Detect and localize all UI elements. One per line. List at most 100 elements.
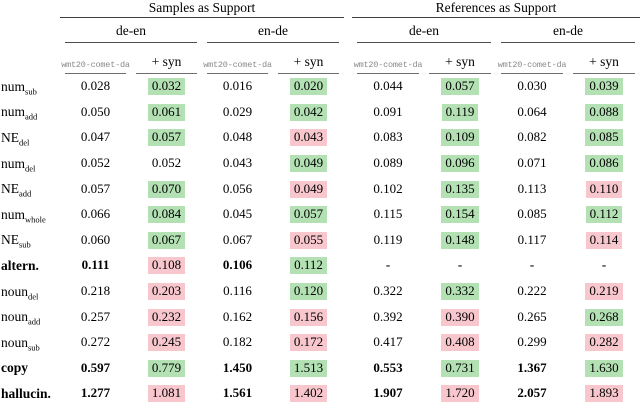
lang-header-label: de-en [116, 23, 146, 38]
lang-header-label: de-en [409, 23, 439, 38]
row-label: hallucin. [0, 381, 60, 407]
value-text: 0.392 [373, 308, 403, 324]
lang-header-references-de-en: de-en [352, 18, 496, 43]
value-text: 0.119 [373, 231, 403, 247]
value-text: 0.091 [373, 103, 403, 119]
group-gap [344, 151, 352, 177]
table-row: NEsub 0.060 0.067 0.067 0.055 0.119 0.148 0.117… [0, 228, 640, 254]
value-text: 1.081 [147, 385, 186, 403]
value-text: 0.066 [80, 206, 111, 222]
table-row: numsub 0.028 0.032 0.016 0.020 0.044 0.057 0.03… [0, 74, 640, 100]
value-text: 0.039 [585, 78, 623, 96]
value-text: 0.060 [80, 231, 111, 247]
value-cell: 0.106 [202, 253, 273, 279]
value-cell: 0.067 [131, 228, 202, 254]
value-text: 0.045 [222, 206, 253, 222]
group-header-row: Samples as Support References as Support [0, 0, 640, 18]
value-cell: 0.089 [352, 151, 424, 177]
value-cell: 0.056 [202, 176, 273, 202]
value-cell: 0.417 [352, 330, 424, 356]
value-cell: 0.061 [131, 100, 202, 126]
value-cell: 0.066 [60, 202, 131, 228]
row-label-text: copy [1, 360, 28, 376]
value-cell: - [424, 253, 496, 279]
value-text: 0.049 [289, 155, 328, 173]
syn-column-header: + syn [424, 43, 496, 74]
group-gap [344, 304, 352, 330]
value-cell: 0.060 [60, 228, 131, 254]
value-cell: 1.513 [273, 356, 344, 382]
value-cell: 0.120 [273, 279, 344, 305]
metric-column-header: wmt20-comet-da [496, 43, 568, 74]
value-text: 1.561 [222, 385, 253, 401]
value-cell: 0.232 [131, 304, 202, 330]
value-cell: 0.083 [352, 125, 424, 151]
value-text: 0.731 [441, 359, 479, 377]
value-cell: 0.039 [568, 74, 640, 100]
value-cell: 0.111 [60, 253, 131, 279]
value-text: 1.720 [441, 385, 479, 403]
value-cell: 0.408 [424, 330, 496, 356]
language-header-row: de-en en-de de-en en-de [0, 18, 640, 43]
row-label-subscript: sub [28, 342, 40, 353]
value-text: 1.450 [222, 359, 253, 375]
value-text: 0.044 [373, 78, 403, 94]
value-text: 0.120 [289, 283, 328, 301]
value-cell: 0.029 [202, 100, 273, 126]
row-label: NEadd [0, 176, 60, 202]
value-cell: 0.049 [273, 151, 344, 177]
value-text: 0.154 [441, 206, 479, 224]
value-text: 0.112 [290, 257, 327, 275]
group-header-label: Samples as Support [148, 0, 256, 15]
value-text: 0.111 [81, 257, 110, 273]
value-text: 0.115 [373, 206, 403, 222]
syn-label: + syn [293, 54, 324, 69]
value-cell: 0.182 [202, 330, 273, 356]
corner-spacer [0, 0, 60, 18]
value-cell: 0.257 [60, 304, 131, 330]
value-text: 0.057 [147, 129, 186, 147]
value-cell: 0.085 [568, 125, 640, 151]
row-label-subscript: del [19, 137, 30, 148]
metric-column-header: wmt20-comet-da [60, 43, 131, 74]
value-cell: 0.322 [352, 279, 424, 305]
value-cell: - [496, 253, 568, 279]
value-text: 0.071 [517, 155, 547, 171]
value-cell: 0.114 [568, 228, 640, 254]
value-text: 0.116 [223, 283, 252, 299]
value-text: 0.162 [222, 308, 253, 324]
value-cell: 0.219 [568, 279, 640, 305]
group-header-label: References as Support [435, 0, 557, 15]
row-label-text: noun [1, 283, 28, 299]
value-cell: 0.016 [202, 74, 273, 100]
table-row: copy 0.597 0.779 1.450 1.513 0.553 0.731 1.367 1… [0, 356, 640, 382]
table-row: hallucin. 1.277 1.081 1.561 1.402 1.907 1.720 2… [0, 381, 640, 407]
value-cell: 1.907 [352, 381, 424, 407]
value-cell: 0.043 [202, 151, 273, 177]
value-text: 0.265 [517, 308, 547, 324]
value-cell: 0.050 [60, 100, 131, 126]
value-cell: 0.113 [496, 176, 568, 202]
value-cell: 0.091 [352, 100, 424, 126]
group-gap [344, 202, 352, 228]
group-gap [344, 43, 352, 74]
syn-column-header: + syn [273, 43, 344, 74]
metric-label: wmt20-comet-da [497, 60, 567, 70]
value-cell: 0.096 [424, 151, 496, 177]
metric-label: wmt20-comet-da [61, 60, 130, 70]
value-cell: 0.135 [424, 176, 496, 202]
value-text: 0.135 [441, 180, 479, 198]
value-cell: 1.893 [568, 381, 640, 407]
value-cell: 1.720 [424, 381, 496, 407]
value-cell: 0.154 [424, 202, 496, 228]
row-label-text: noun [1, 309, 28, 325]
table-row: numadd 0.050 0.061 0.029 0.042 0.091 0.119 0.06… [0, 100, 640, 126]
value-text: 1.907 [373, 385, 403, 401]
value-text: 0.245 [147, 334, 186, 352]
value-text: 0.088 [585, 103, 623, 121]
value-text: 0.043 [222, 155, 253, 171]
value-text: 0.050 [80, 103, 111, 119]
value-text: 0.182 [222, 334, 253, 350]
value-cell: 0.282 [568, 330, 640, 356]
row-label-subscript: sub [25, 86, 37, 97]
